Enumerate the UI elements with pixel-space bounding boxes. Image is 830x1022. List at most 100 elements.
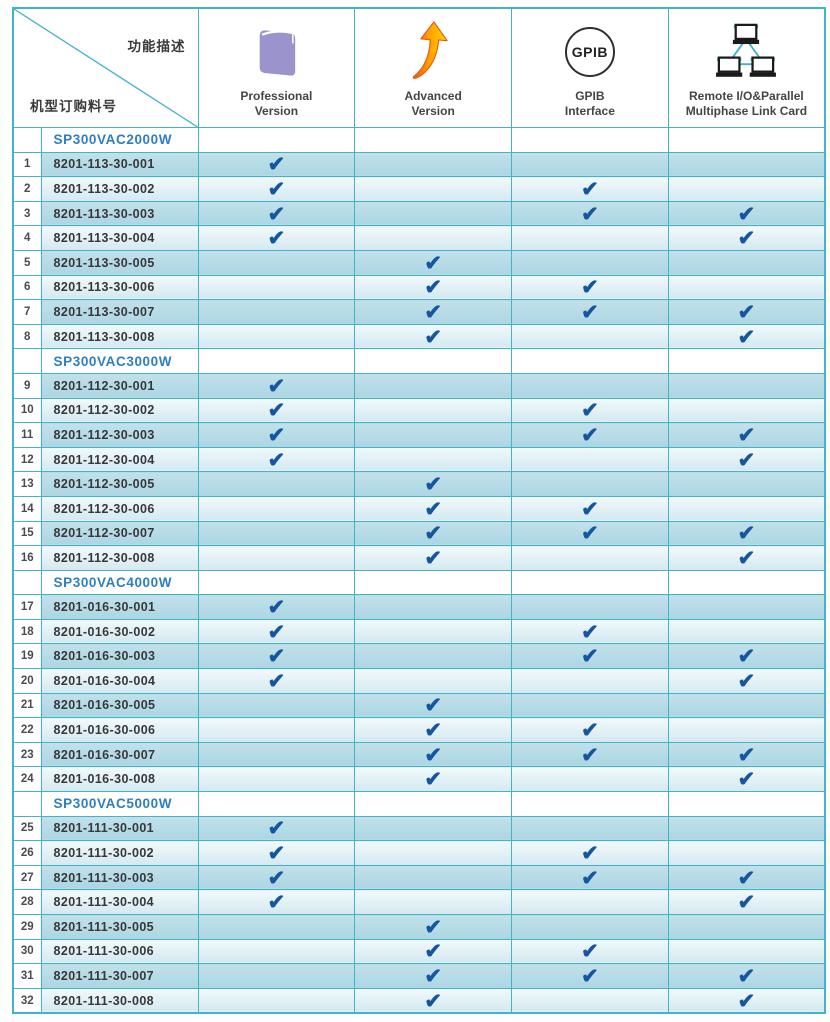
check-cell-remote: ✔ — [667, 668, 826, 694]
check-cell-gpib: ✔ — [511, 741, 669, 768]
check-icon: ✔ — [267, 227, 286, 251]
check-cell-remote — [667, 471, 826, 497]
part-number: 8201-112-30-006 — [40, 495, 199, 522]
section-header-row: SP300VAC2000W — [12, 127, 826, 153]
check-cell-professional — [197, 520, 356, 547]
check-icon: ✔ — [267, 866, 286, 890]
check-cell-gpib — [511, 372, 669, 399]
row-number: 28 — [12, 889, 42, 915]
check-cell-professional — [197, 545, 356, 571]
row-number: 2 — [12, 176, 42, 202]
check-cell-gpib — [511, 446, 669, 473]
column-header-remote: Remote I/O&Parallel Multiphase Link Card — [667, 7, 826, 128]
check-cell-advanced — [354, 176, 512, 202]
table-row: 6 8201-113-30-006 ✔ ✔ — [12, 274, 826, 301]
check-cell-professional — [197, 717, 356, 743]
check-cell-advanced — [354, 668, 512, 694]
check-cell-remote: ✔ — [667, 889, 826, 915]
check-icon: ✔ — [737, 669, 756, 693]
check-cell-advanced: ✔ — [354, 692, 512, 719]
part-number: 8201-112-30-001 — [40, 372, 199, 399]
part-number: 8201-111-30-002 — [40, 840, 199, 866]
row-number-cell — [12, 127, 42, 153]
check-icon: ✔ — [424, 497, 442, 521]
check-cell-professional — [197, 987, 356, 1014]
check-icon: ✔ — [267, 448, 286, 472]
part-number: 8201-113-30-008 — [40, 323, 199, 350]
check-cell-advanced — [354, 200, 512, 227]
empty-cell-advanced — [354, 791, 512, 817]
check-cell-remote — [667, 495, 826, 522]
check-cell-gpib: ✔ — [511, 299, 669, 325]
check-cell-gpib — [511, 323, 669, 350]
column-label-advanced: Advanced Version — [404, 88, 462, 119]
check-cell-advanced: ✔ — [354, 545, 512, 571]
row-number: 29 — [12, 914, 42, 940]
check-icon: ✔ — [737, 866, 756, 890]
table-row: 24 8201-016-30-008 ✔ ✔ — [12, 766, 826, 793]
empty-cell-gpib — [511, 348, 669, 374]
table-row: 10 8201-112-30-002 ✔ ✔ — [12, 397, 826, 424]
part-number: 8201-016-30-001 — [40, 594, 199, 620]
check-cell-gpib: ✔ — [511, 495, 669, 522]
check-icon: ✔ — [581, 177, 599, 201]
part-number: 8201-113-30-003 — [40, 200, 199, 227]
check-icon: ✔ — [581, 423, 599, 447]
check-cell-advanced — [354, 594, 512, 620]
row-number: 10 — [12, 397, 42, 424]
check-cell-gpib: ✔ — [511, 717, 669, 743]
part-number: 8201-016-30-008 — [40, 766, 199, 793]
part-number: 8201-111-30-005 — [40, 914, 199, 940]
check-icon: ✔ — [737, 768, 756, 792]
check-icon: ✔ — [581, 522, 599, 546]
check-icon: ✔ — [424, 768, 442, 792]
check-icon: ✔ — [267, 423, 286, 447]
check-cell-remote — [667, 692, 826, 719]
row-number: 8 — [12, 323, 42, 350]
row-number: 27 — [12, 864, 42, 891]
check-cell-remote: ✔ — [667, 741, 826, 768]
check-cell-gpib — [511, 471, 669, 497]
row-number: 21 — [12, 692, 42, 719]
check-cell-gpib — [511, 815, 669, 842]
column-header-gpib: GPIB GPIB Interface — [511, 7, 669, 128]
table-row: 28 8201-111-30-004 ✔ ✔ — [12, 889, 826, 915]
section-header-row: SP300VAC3000W — [12, 348, 826, 374]
empty-cell-remote — [667, 348, 826, 374]
table-row: 23 8201-016-30-007 ✔ ✔ ✔ — [12, 741, 826, 768]
check-icon: ✔ — [424, 989, 442, 1013]
row-number: 11 — [12, 422, 42, 448]
check-cell-professional: ✔ — [197, 397, 356, 424]
check-cell-remote: ✔ — [667, 323, 826, 350]
check-cell-advanced: ✔ — [354, 471, 512, 497]
part-number: 8201-113-30-005 — [40, 249, 199, 276]
ordering-table: 功能描述 机型订购料号 Professional — [12, 7, 826, 1015]
growth-arrow-icon — [412, 9, 454, 89]
check-cell-remote: ✔ — [667, 200, 826, 227]
check-cell-advanced: ✔ — [354, 938, 512, 965]
check-icon: ✔ — [267, 891, 286, 915]
row-number: 13 — [12, 471, 42, 497]
section-header-row: SP300VAC4000W — [12, 569, 826, 596]
check-cell-gpib: ✔ — [511, 176, 669, 202]
row-number: 1 — [12, 151, 42, 178]
row-number-cell — [12, 791, 42, 817]
empty-cell-advanced — [354, 127, 512, 153]
check-cell-professional: ✔ — [197, 618, 356, 645]
table-row: 16 8201-112-30-008 ✔ ✔ — [12, 545, 826, 571]
row-number: 6 — [12, 274, 42, 301]
check-cell-professional: ✔ — [197, 151, 356, 178]
part-number: 8201-016-30-006 — [40, 717, 199, 743]
check-cell-advanced — [354, 864, 512, 891]
check-icon: ✔ — [581, 497, 599, 521]
check-icon: ✔ — [581, 719, 599, 743]
check-cell-professional: ✔ — [197, 594, 356, 620]
table-row: 18 8201-016-30-002 ✔ ✔ — [12, 618, 826, 645]
check-icon: ✔ — [581, 645, 599, 669]
check-cell-gpib — [511, 249, 669, 276]
table-row: 15 8201-112-30-007 ✔ ✔ ✔ — [12, 520, 826, 547]
column-label-remote: Remote I/O&Parallel Multiphase Link Card — [685, 88, 808, 119]
check-icon: ✔ — [424, 964, 442, 988]
empty-cell-remote — [667, 569, 826, 596]
table-row: 3 8201-113-30-003 ✔ ✔ ✔ — [12, 200, 826, 227]
